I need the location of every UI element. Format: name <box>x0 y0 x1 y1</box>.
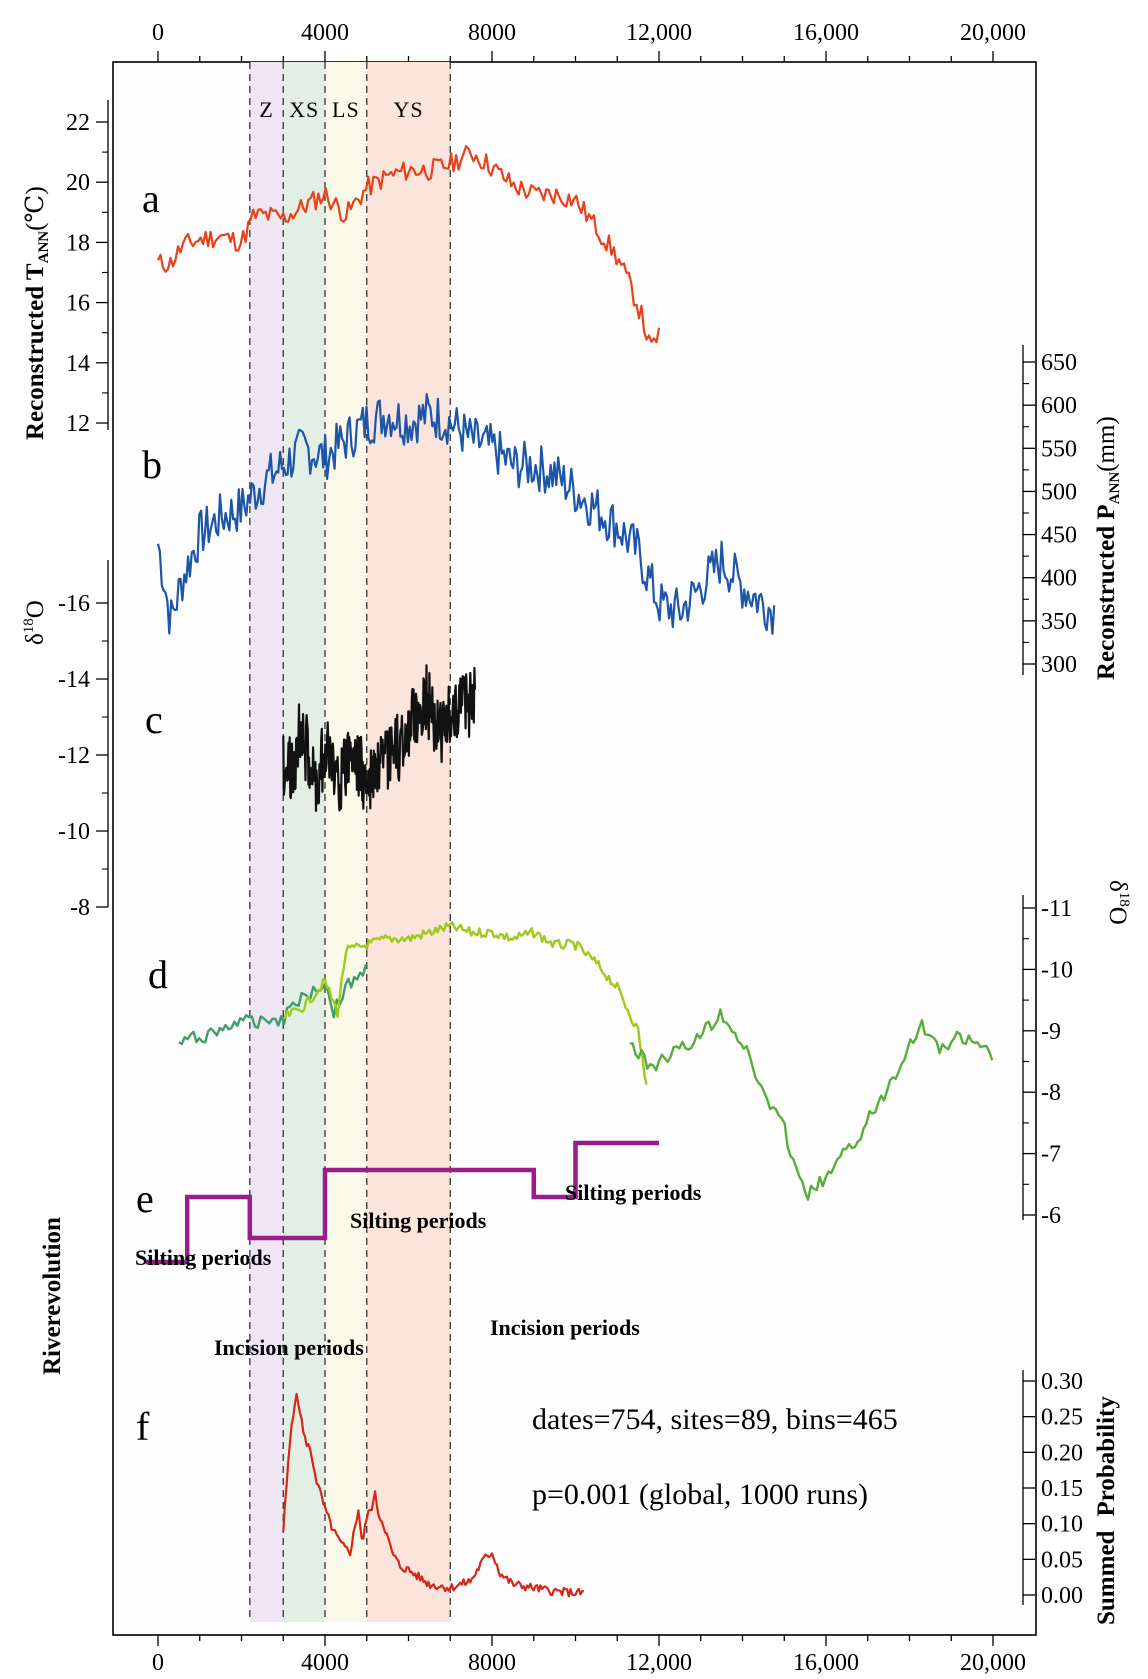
y-tick-label-a: 18 <box>66 230 90 256</box>
panel-f-axis-title: SummedProbability <box>1093 1396 1120 1625</box>
series-e-river-evolution <box>145 1140 659 1265</box>
period-band-xs <box>283 62 325 1622</box>
y-tick-label-c: -10 <box>58 819 90 845</box>
panel-d-axis-title: δ18O <box>1104 880 1132 925</box>
panel-a-label: a <box>142 176 160 221</box>
x-tick-label-top: 0 <box>152 20 164 46</box>
y-tick-label-c: -16 <box>58 591 90 617</box>
period-bands: Z XS LS YS <box>249 62 451 1622</box>
y-tick-label-a: 12 <box>66 411 90 437</box>
y-tick-label-f: 0.15 <box>1041 1476 1083 1502</box>
period-band-ys <box>366 62 451 1622</box>
x-tick-label-top: 12,000 <box>626 20 692 46</box>
series-f-summed-probability <box>282 1392 585 1598</box>
panel-b-axis-title: Reconstructed PANN(mm) <box>1093 416 1123 680</box>
panel-e-axis-title: Riverevolution <box>39 1217 66 1375</box>
y-tick-label-a: 14 <box>66 351 90 377</box>
panel-c-axis-title: δ18O <box>21 600 49 645</box>
x-tick-label-bottom: 12,000 <box>626 1650 692 1676</box>
period-label-ys: YS <box>393 97 423 122</box>
y-axes: 22 20 18 16 14 12 650 600 550 500 450 400 350 300 -16 -… <box>58 100 1083 1609</box>
spd-stats-line-2: p=0.001 (global, 1000 runs) <box>532 1478 868 1511</box>
y-tick-label-a: 16 <box>66 291 90 317</box>
y-tick-label-b: 500 <box>1041 479 1077 505</box>
x-tick-label-top: 4000 <box>301 20 349 46</box>
series-d-d-mid <box>282 920 648 1085</box>
series-d-d-right <box>629 1008 994 1201</box>
x-tick-label-top: 8000 <box>468 20 516 46</box>
panel-d-label: d <box>148 952 168 997</box>
x-tick-label-top: 16,000 <box>793 20 859 46</box>
x-tick-label-bottom: 20,000 <box>960 1650 1026 1676</box>
river-annotation-4: Incision periods <box>490 1315 640 1340</box>
panel-a-axis-title: Reconstructed TANN(℃) <box>22 186 52 440</box>
period-band-z <box>249 62 284 1622</box>
y-tick-label-b: 300 <box>1041 652 1077 678</box>
x-tick-label-bottom: 0 <box>152 1650 164 1676</box>
y-tick-label-d: -10 <box>1041 957 1073 983</box>
y-tick-label-c: -14 <box>58 667 90 693</box>
y-tick-label-b: 350 <box>1041 609 1077 635</box>
y-tick-label-d: -11 <box>1041 896 1072 922</box>
y-tick-label-b: 650 <box>1041 350 1077 376</box>
series-d-d-left <box>178 964 368 1046</box>
river-annotation-2: Incision periods <box>214 1335 364 1360</box>
panel-c-label: c <box>145 697 163 742</box>
y-tick-label-a: 20 <box>66 170 90 196</box>
y-tick-label-d: -7 <box>1041 1142 1061 1168</box>
spd-stats-line-1: dates=754, sites=89, bins=465 <box>532 1403 898 1436</box>
y-tick-label-c: -8 <box>70 895 90 921</box>
y-tick-label-f: 0.20 <box>1041 1440 1083 1466</box>
river-annotation-5: Silting periods <box>565 1180 702 1205</box>
series-c-d18o <box>282 664 477 812</box>
x-tick-label-bottom: 16,000 <box>793 1650 859 1676</box>
panel-e-label: e <box>136 1176 154 1221</box>
y-tick-label-b: 550 <box>1041 436 1077 462</box>
x-tick-label-bottom: 4000 <box>301 1650 349 1676</box>
panel-b-label: b <box>142 442 162 487</box>
y-tick-label-d: -8 <box>1041 1080 1061 1106</box>
panel-f-label: f <box>136 1404 150 1449</box>
data-series <box>145 144 994 1598</box>
y-tick-label-d: -9 <box>1041 1019 1061 1045</box>
river-annotation-3: Silting periods <box>350 1208 487 1233</box>
river-annotation-1: Silting periods <box>135 1245 272 1270</box>
series-a-temperature <box>157 144 661 344</box>
y-tick-label-f: 0.05 <box>1041 1547 1083 1573</box>
y-tick-label-a: 22 <box>66 110 90 136</box>
y-tick-label-b: 600 <box>1041 393 1077 419</box>
x-tick-label-top: 20,000 <box>960 20 1026 46</box>
y-tick-label-b: 400 <box>1041 566 1077 592</box>
x-tick-label-bottom: 8000 <box>468 1650 516 1676</box>
period-label-ls: LS <box>332 97 360 122</box>
y-tick-label-f: 0.00 <box>1041 1583 1083 1609</box>
series-b-precipitation <box>156 393 776 635</box>
y-tick-label-c: -12 <box>58 743 90 769</box>
y-tick-label-f: 0.25 <box>1041 1405 1083 1431</box>
period-label-xs: XS <box>289 97 319 122</box>
y-tick-label-f: 0.10 <box>1041 1512 1083 1538</box>
period-label-z: Z <box>259 97 273 122</box>
period-band-ls <box>325 62 367 1622</box>
y-tick-label-b: 450 <box>1041 523 1077 549</box>
y-tick-label-f: 0.30 <box>1041 1369 1083 1395</box>
x-axes: 0 4000 8000 12,000 16,000 20,000 0 4000 8000 12,0… <box>152 20 1026 1676</box>
y-tick-label-d: -6 <box>1041 1203 1061 1229</box>
